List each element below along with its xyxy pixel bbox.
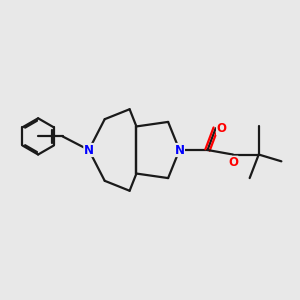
Text: O: O xyxy=(217,122,226,135)
Text: N: N xyxy=(174,143,184,157)
Text: N: N xyxy=(84,143,94,157)
Text: O: O xyxy=(228,156,238,169)
